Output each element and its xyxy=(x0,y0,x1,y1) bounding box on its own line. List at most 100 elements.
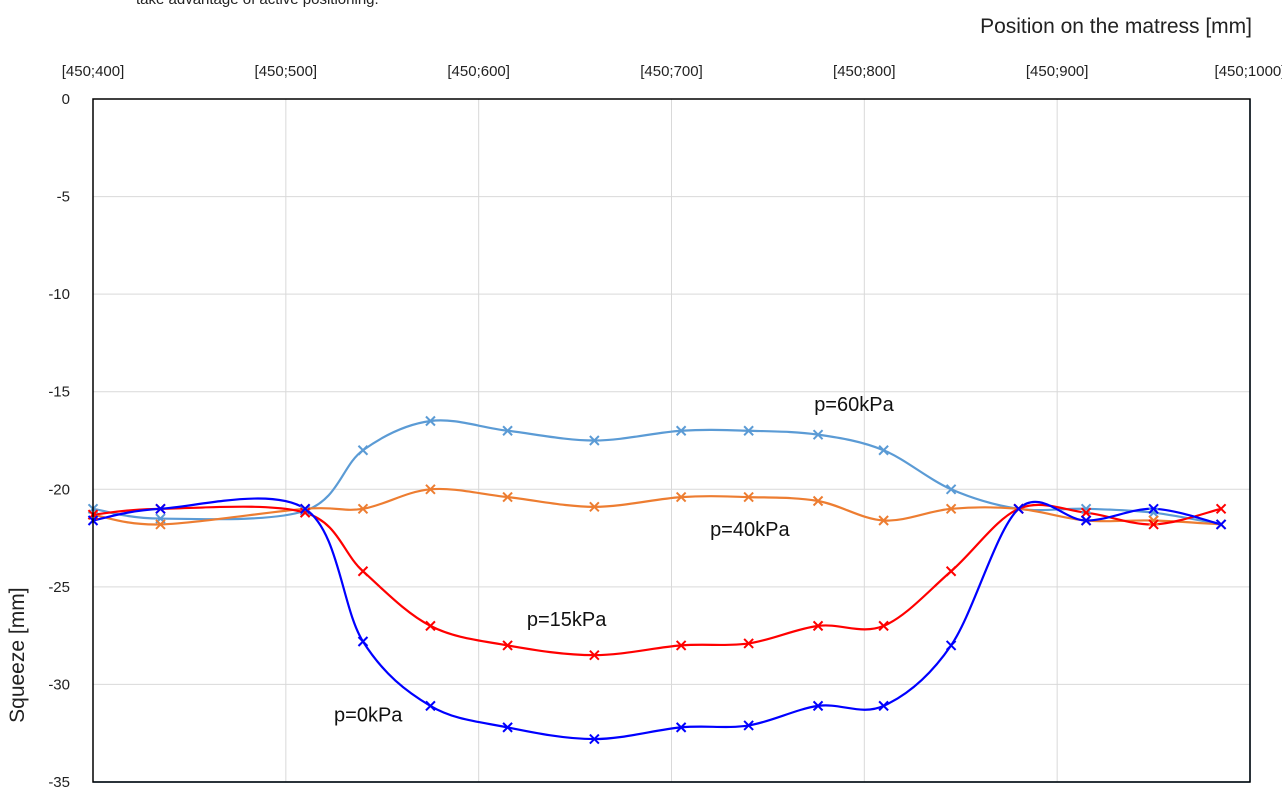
marker-stroke xyxy=(812,620,824,632)
marker-stroke xyxy=(425,484,436,495)
marker-stroke xyxy=(878,700,889,712)
marker-stroke xyxy=(299,505,311,516)
data-point-marker xyxy=(675,425,687,436)
marker-stroke xyxy=(357,445,369,456)
data-point-marker xyxy=(1080,507,1092,518)
marker-stroke xyxy=(812,495,824,507)
series-line xyxy=(92,487,1222,526)
marker-stroke xyxy=(675,640,687,651)
x-tick-label: [450;700] xyxy=(640,63,703,80)
plot-frame xyxy=(92,98,1251,783)
marker-stroke xyxy=(878,515,889,526)
marker-stroke xyxy=(878,620,889,632)
x-tick-label: [450;1000] xyxy=(1215,63,1282,80)
data-point-marker xyxy=(155,503,166,515)
series-lines xyxy=(92,419,1222,741)
marker-stroke xyxy=(502,640,513,651)
series-annotation: p=40kPa xyxy=(710,519,790,541)
data-point-marker xyxy=(589,649,600,661)
data-point-marker xyxy=(945,503,957,515)
series-markers xyxy=(87,415,1227,745)
gridlines xyxy=(92,98,1251,783)
x-tick-label: [450;900] xyxy=(1026,63,1089,80)
data-point-marker xyxy=(1148,507,1159,518)
marker-stroke xyxy=(1148,503,1159,515)
marker-stroke xyxy=(945,484,957,495)
data-point-marker xyxy=(878,620,889,632)
marker-stroke xyxy=(1080,507,1092,518)
data-point-marker xyxy=(878,445,889,456)
y-tick-label: 0 xyxy=(62,91,70,108)
y-tick-label: -20 xyxy=(48,481,70,498)
marker-stroke xyxy=(675,425,687,436)
marker-stroke xyxy=(1215,503,1227,515)
marker-stroke xyxy=(1148,519,1159,530)
y-tick-label: -35 xyxy=(48,774,70,791)
data-point-marker xyxy=(945,484,957,495)
data-point-marker xyxy=(502,425,513,436)
marker-stroke xyxy=(675,722,687,733)
marker-stroke xyxy=(1215,519,1227,530)
marker-stroke xyxy=(425,700,436,712)
data-point-marker xyxy=(1148,519,1159,530)
marker-stroke xyxy=(1148,515,1159,526)
marker-stroke xyxy=(743,491,754,503)
data-point-marker xyxy=(1215,503,1227,515)
marker-stroke xyxy=(1080,503,1092,515)
marker-stroke xyxy=(1148,507,1159,518)
marker-stroke xyxy=(743,425,754,436)
data-point-marker xyxy=(743,638,754,649)
marker-stroke xyxy=(878,445,889,456)
marker-stroke xyxy=(589,435,600,446)
marker-stroke xyxy=(945,640,957,651)
data-point-marker xyxy=(589,435,600,446)
data-point-marker xyxy=(425,415,436,427)
data-point-marker xyxy=(502,491,513,503)
data-point-marker xyxy=(945,640,957,651)
x-tick-label: [450;600] xyxy=(447,63,510,80)
series-annotation: p=60kPa xyxy=(814,394,894,416)
data-point-marker xyxy=(743,720,754,731)
marker-stroke xyxy=(155,519,166,530)
marker-stroke xyxy=(743,638,754,649)
series-labels: p=60kPa p=40kPa p=15kPa p=0kPa xyxy=(334,394,895,726)
data-point-marker xyxy=(1148,503,1159,515)
y-tick-label: -10 xyxy=(48,286,70,303)
data-point-marker xyxy=(425,700,436,712)
data-point-marker xyxy=(299,505,311,516)
marker-stroke xyxy=(743,720,754,731)
data-point-marker xyxy=(502,722,513,733)
data-point-marker xyxy=(878,700,889,712)
y-tick-label: -15 xyxy=(48,384,70,401)
y-tick-label: -30 xyxy=(48,676,70,693)
y-tick-label: -5 xyxy=(57,189,70,206)
data-point-marker xyxy=(357,445,369,456)
data-point-marker xyxy=(1148,515,1159,526)
marker-stroke xyxy=(357,566,369,577)
x-tick-labels: [450;400] [450;500] [450;600] [450;700] [450… xyxy=(62,63,1282,80)
marker-stroke xyxy=(357,503,369,515)
data-point-marker xyxy=(1080,515,1092,526)
x-tick-label: [450;500] xyxy=(255,63,318,80)
data-point-marker xyxy=(945,566,957,577)
data-point-marker xyxy=(357,503,369,515)
data-point-marker xyxy=(502,640,513,651)
marker-stroke xyxy=(425,620,436,632)
data-point-marker xyxy=(425,484,436,495)
marker-stroke xyxy=(155,503,166,515)
marker-stroke xyxy=(502,425,513,436)
y-tick-labels: 0 -5 -10 -15 -20 -25 -30 -35 xyxy=(48,91,70,791)
series-annotation: p=0kPa xyxy=(334,705,403,727)
marker-stroke xyxy=(502,491,513,503)
data-point-marker xyxy=(812,495,824,507)
data-point-marker xyxy=(812,620,824,632)
marker-stroke xyxy=(357,636,369,647)
data-point-marker xyxy=(675,491,687,503)
marker-stroke xyxy=(812,700,824,712)
data-point-marker xyxy=(675,722,687,733)
data-point-marker xyxy=(155,519,166,530)
data-point-marker xyxy=(299,507,311,518)
data-point-marker xyxy=(1215,519,1227,530)
marker-stroke xyxy=(299,503,311,515)
series-line xyxy=(92,497,1222,741)
